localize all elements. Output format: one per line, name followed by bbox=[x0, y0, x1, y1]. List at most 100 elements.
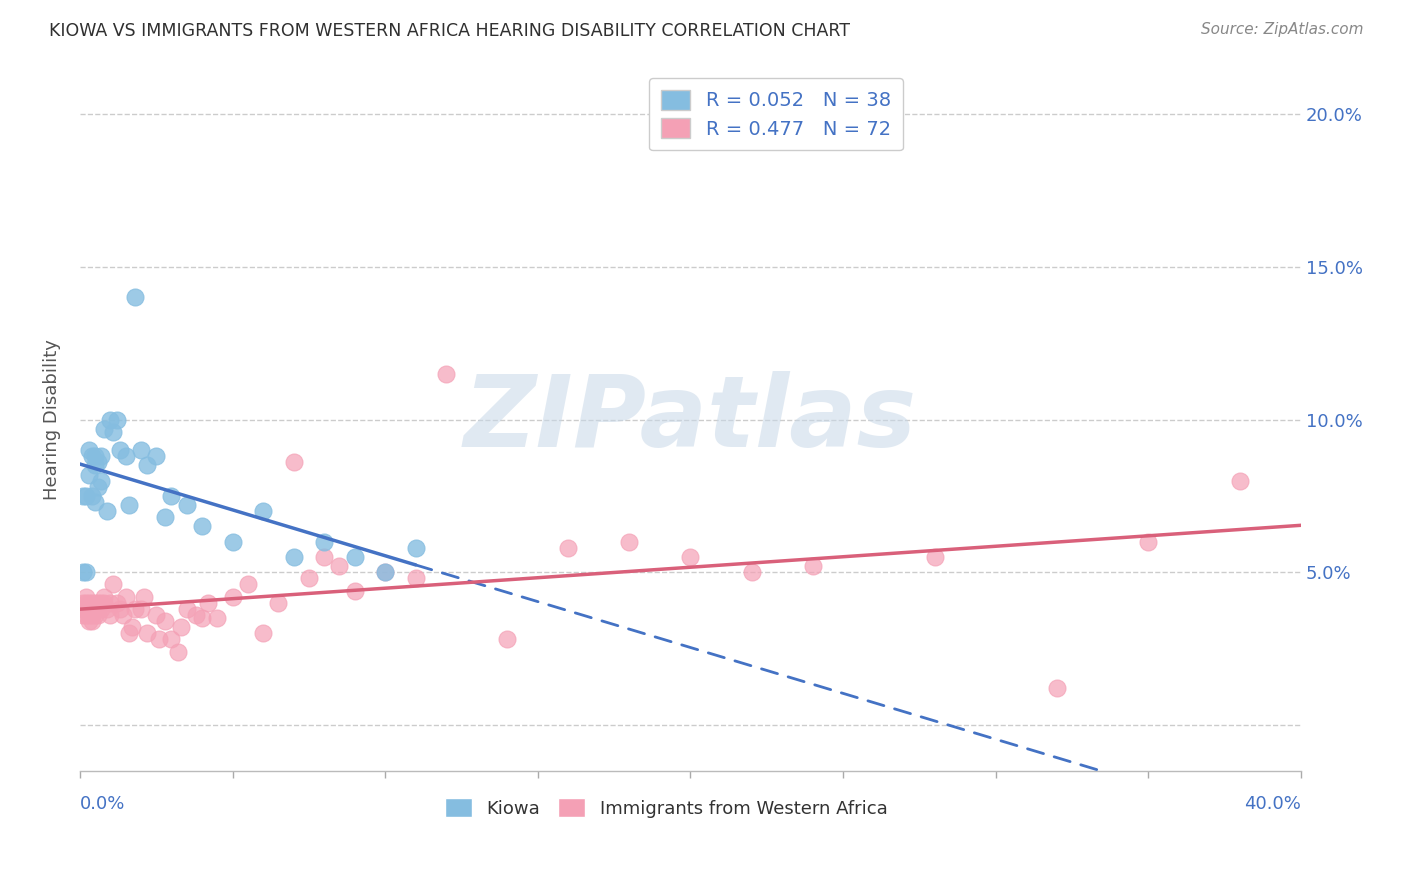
Point bbox=[267, 596, 290, 610]
Point bbox=[496, 632, 519, 647]
Point bbox=[129, 443, 152, 458]
Point bbox=[100, 607, 122, 622]
Point bbox=[314, 549, 336, 564]
Point bbox=[184, 607, 207, 622]
Point bbox=[221, 534, 243, 549]
Point bbox=[75, 607, 97, 622]
Point bbox=[75, 596, 97, 610]
Point bbox=[77, 607, 100, 622]
Point bbox=[252, 504, 274, 518]
Point bbox=[87, 480, 110, 494]
Point bbox=[80, 607, 103, 622]
Point bbox=[96, 602, 118, 616]
Point bbox=[114, 590, 136, 604]
Point bbox=[77, 596, 100, 610]
Point bbox=[114, 449, 136, 463]
Point bbox=[77, 467, 100, 482]
Point bbox=[77, 443, 100, 458]
Point bbox=[80, 596, 103, 610]
Point bbox=[84, 495, 107, 509]
Point bbox=[1046, 681, 1069, 696]
Text: KIOWA VS IMMIGRANTS FROM WESTERN AFRICA HEARING DISABILITY CORRELATION CHART: KIOWA VS IMMIGRANTS FROM WESTERN AFRICA … bbox=[49, 22, 851, 40]
Point bbox=[72, 566, 94, 580]
Point bbox=[252, 626, 274, 640]
Point bbox=[90, 474, 112, 488]
Point bbox=[72, 602, 94, 616]
Point bbox=[80, 449, 103, 463]
Point bbox=[136, 626, 159, 640]
Point bbox=[84, 607, 107, 622]
Point bbox=[84, 596, 107, 610]
Point bbox=[80, 602, 103, 616]
Point bbox=[84, 602, 107, 616]
Point bbox=[103, 425, 125, 439]
Point bbox=[405, 541, 427, 555]
Point bbox=[740, 566, 762, 580]
Point bbox=[207, 611, 229, 625]
Point bbox=[87, 455, 110, 469]
Point bbox=[90, 596, 112, 610]
Point bbox=[84, 449, 107, 463]
Point bbox=[118, 626, 141, 640]
Text: 0.0%: 0.0% bbox=[80, 795, 125, 814]
Point bbox=[75, 566, 97, 580]
Point bbox=[105, 412, 128, 426]
Legend: Kiowa, Immigrants from Western Africa: Kiowa, Immigrants from Western Africa bbox=[437, 791, 894, 825]
Point bbox=[111, 607, 134, 622]
Point bbox=[80, 489, 103, 503]
Point bbox=[90, 602, 112, 616]
Point bbox=[93, 590, 115, 604]
Point bbox=[132, 590, 155, 604]
Point bbox=[145, 607, 167, 622]
Point bbox=[298, 571, 321, 585]
Point bbox=[374, 566, 396, 580]
Point bbox=[434, 367, 457, 381]
Point bbox=[197, 596, 219, 610]
Point bbox=[343, 583, 366, 598]
Point bbox=[93, 422, 115, 436]
Point bbox=[924, 549, 946, 564]
Point bbox=[557, 541, 579, 555]
Point bbox=[1229, 474, 1251, 488]
Text: 40.0%: 40.0% bbox=[1244, 795, 1301, 814]
Point bbox=[328, 559, 350, 574]
Point bbox=[283, 455, 305, 469]
Point bbox=[75, 590, 97, 604]
Point bbox=[77, 614, 100, 628]
Point bbox=[405, 571, 427, 585]
Point bbox=[72, 607, 94, 622]
Point bbox=[619, 534, 641, 549]
Point bbox=[221, 590, 243, 604]
Point bbox=[160, 632, 183, 647]
Point bbox=[124, 291, 146, 305]
Point bbox=[93, 596, 115, 610]
Point bbox=[343, 549, 366, 564]
Point bbox=[72, 596, 94, 610]
Point bbox=[169, 620, 191, 634]
Point bbox=[77, 602, 100, 616]
Point bbox=[314, 534, 336, 549]
Point bbox=[166, 645, 188, 659]
Text: Source: ZipAtlas.com: Source: ZipAtlas.com bbox=[1201, 22, 1364, 37]
Point bbox=[176, 498, 198, 512]
Point bbox=[801, 559, 824, 574]
Point bbox=[84, 458, 107, 473]
Point bbox=[129, 602, 152, 616]
Point bbox=[87, 596, 110, 610]
Point bbox=[103, 577, 125, 591]
Point bbox=[108, 602, 131, 616]
Point bbox=[191, 519, 214, 533]
Point bbox=[87, 602, 110, 616]
Point bbox=[155, 510, 177, 524]
Point bbox=[90, 449, 112, 463]
Point bbox=[145, 449, 167, 463]
Point bbox=[121, 620, 143, 634]
Point bbox=[100, 596, 122, 610]
Point bbox=[374, 566, 396, 580]
Point bbox=[283, 549, 305, 564]
Point bbox=[155, 614, 177, 628]
Point bbox=[75, 489, 97, 503]
Point bbox=[679, 549, 702, 564]
Point bbox=[176, 602, 198, 616]
Point bbox=[1137, 534, 1160, 549]
